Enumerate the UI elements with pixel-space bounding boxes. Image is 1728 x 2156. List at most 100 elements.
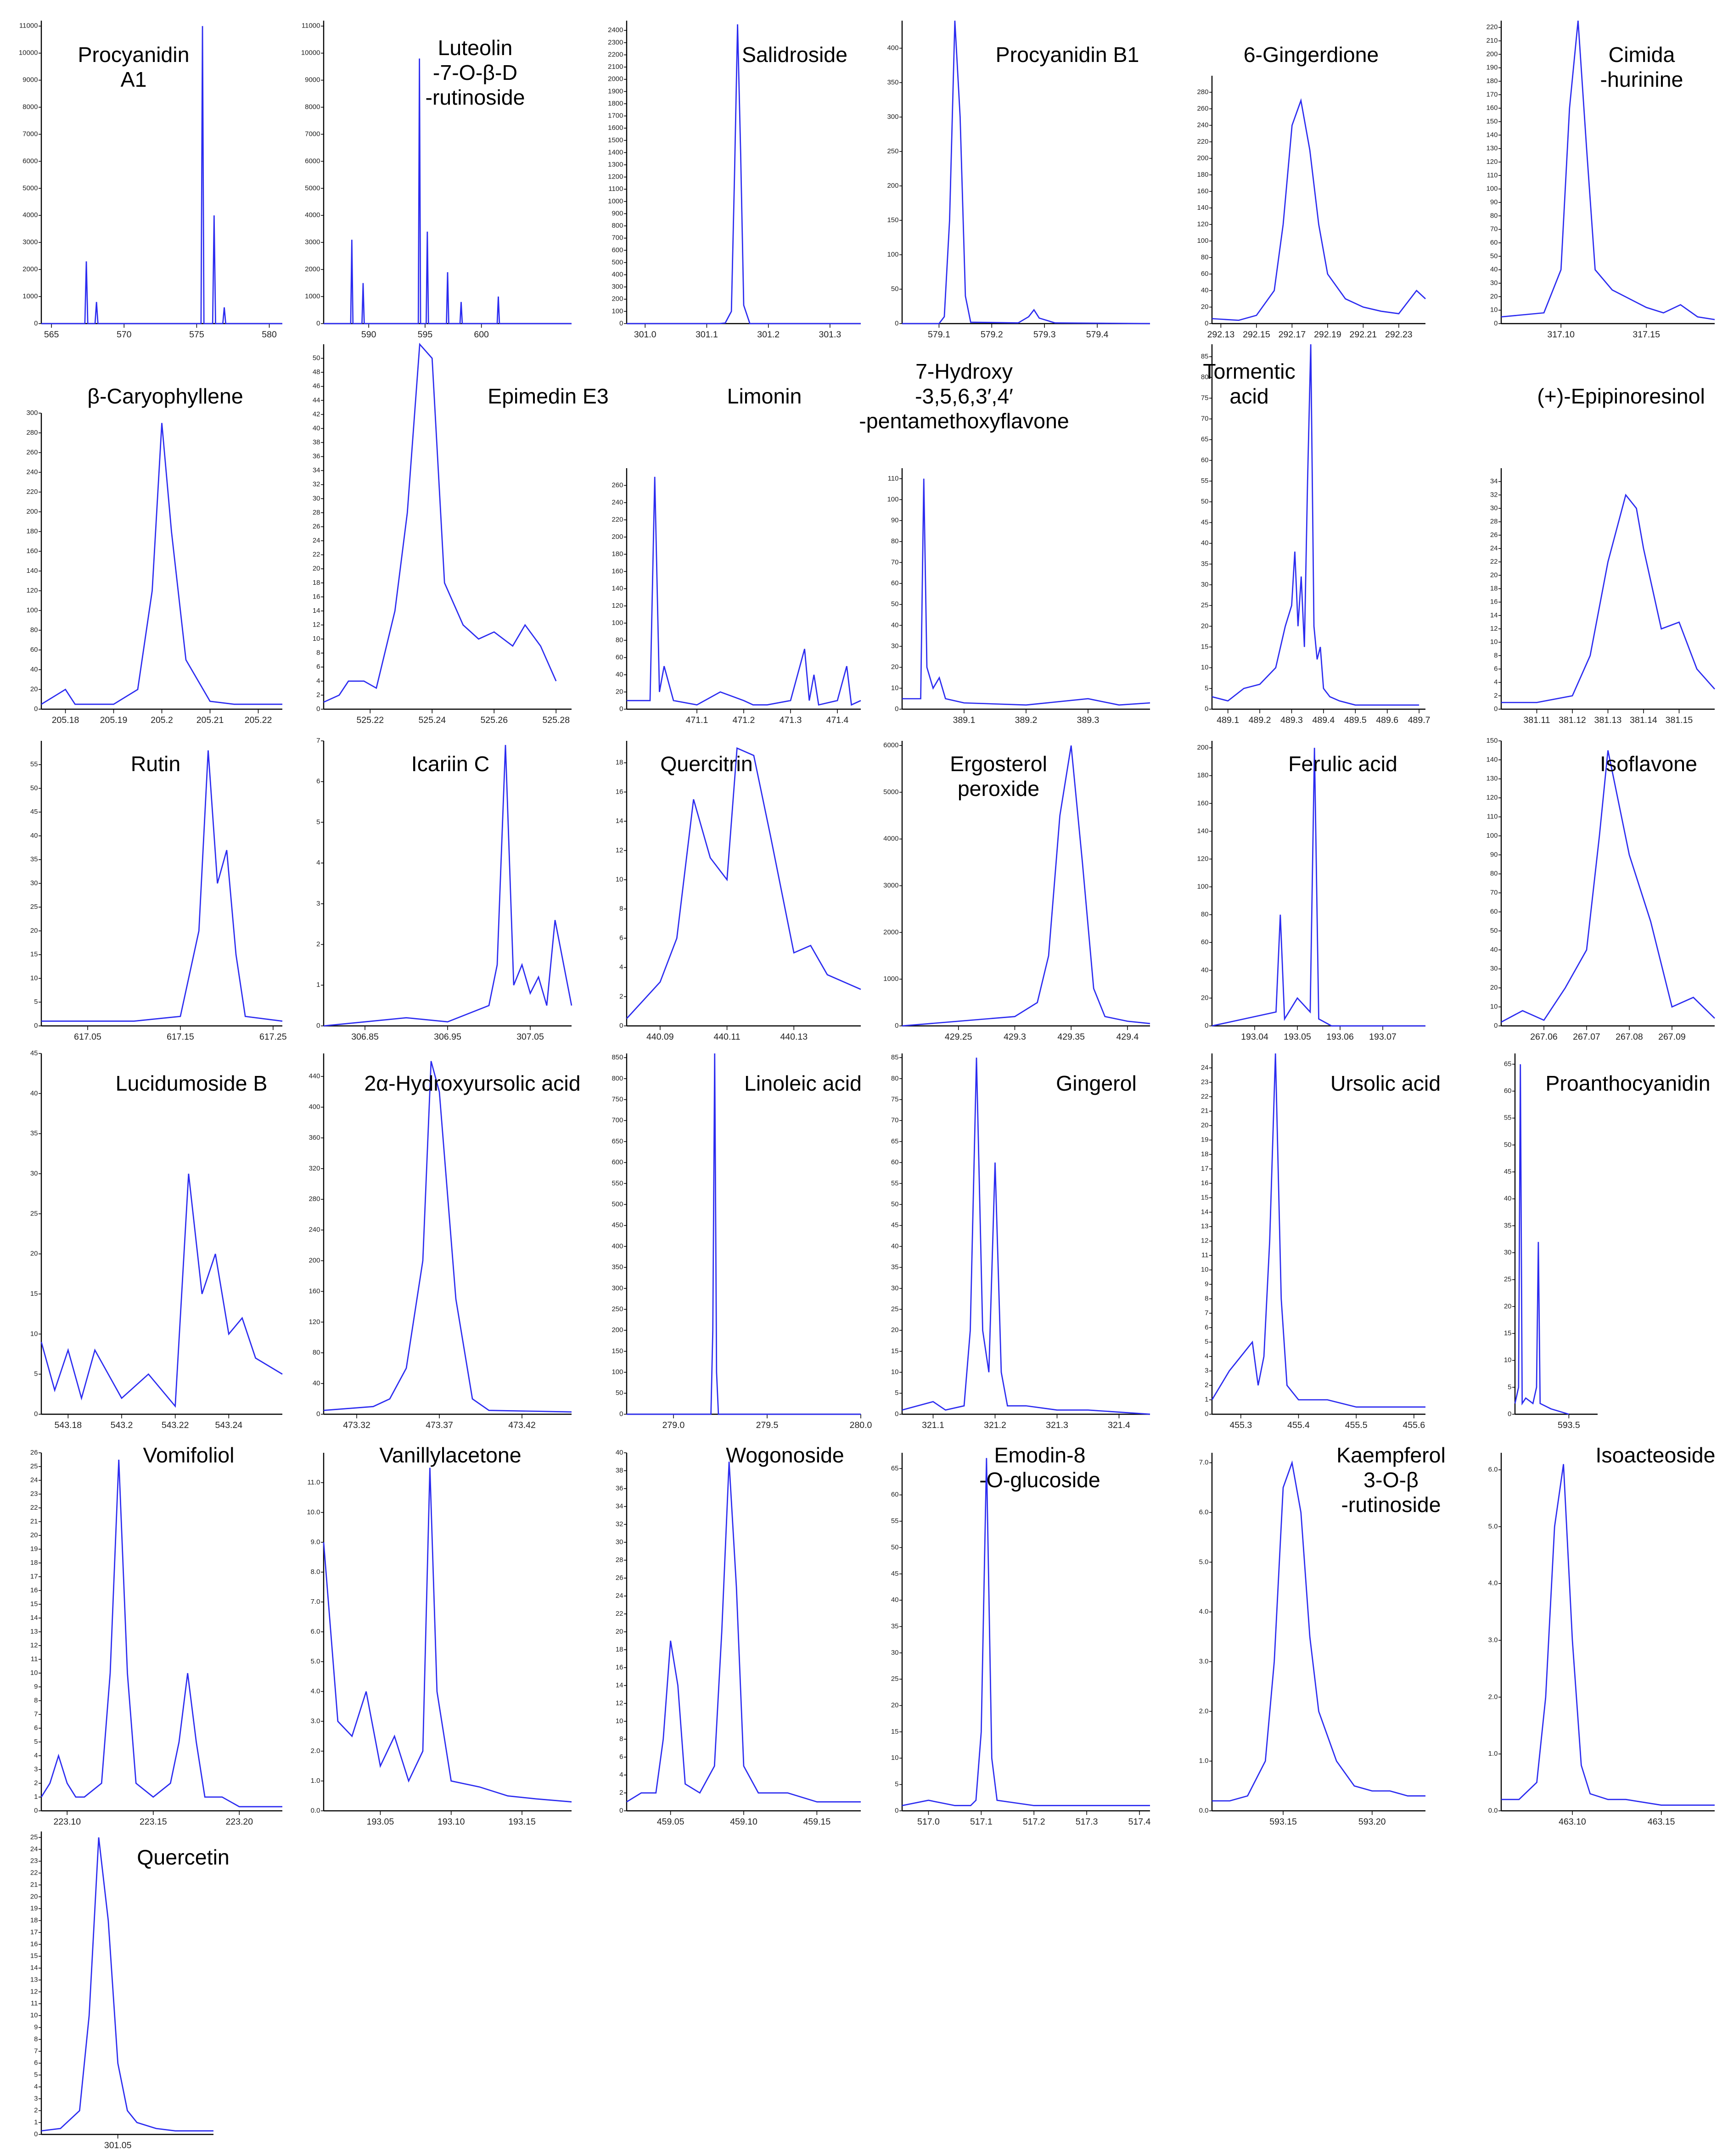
y-tick-label: 120 (1197, 220, 1208, 228)
y-tick-label: 0 (316, 319, 320, 327)
x-tick-label: 489.6 (1376, 715, 1398, 725)
y-tick-label: 220 (26, 488, 38, 496)
y-tick-label: 7000 (305, 130, 320, 138)
chart-title: Epimedin E3 (488, 384, 609, 408)
chromatogram-line (626, 24, 861, 325)
y-tick-label: 20 (1201, 1121, 1209, 1129)
y-tick-label: 3000 (22, 238, 38, 246)
y-tick-label: 60 (1490, 239, 1498, 246)
y-tick-label: 9 (1205, 1280, 1208, 1288)
y-tick-label: 60 (1201, 938, 1209, 946)
y-tick-label: 5 (34, 1738, 38, 1746)
x-tick-label: 267.07 (1573, 1032, 1600, 1042)
y-tick-label: 4000 (883, 835, 898, 843)
y-tick-label: 6.0 (1488, 1466, 1498, 1473)
y-tick-label: 400 (887, 44, 898, 52)
y-tick-label: 75 (891, 1095, 899, 1103)
x-tick-label: 575 (189, 330, 204, 340)
y-tick-label: 0 (619, 1807, 623, 1814)
y-tick-label: 3 (34, 2094, 38, 2102)
y-tick-label: 100 (1197, 883, 1208, 890)
x-tick-label: 459.10 (730, 1817, 757, 1827)
y-tick-label: 20 (313, 565, 320, 572)
chart-title: -7-O-β-D (433, 61, 517, 84)
y-tick-label: 22 (30, 1504, 38, 1512)
y-tick-label: 14 (313, 607, 320, 615)
y-tick-label: 0 (1494, 705, 1498, 713)
y-tick-label: 8000 (305, 103, 320, 111)
y-tick-label: 0 (316, 1410, 320, 1418)
y-tick-label: 0 (34, 319, 38, 327)
x-tick-label: 593.15 (1269, 1817, 1297, 1827)
y-tick-label: 60 (891, 1159, 899, 1166)
y-tick-label: 200 (26, 508, 38, 515)
y-tick-label: 45 (1504, 1168, 1512, 1176)
y-tick-label: 100 (1486, 185, 1498, 193)
y-tick-label: 300 (612, 1284, 623, 1292)
y-tick-label: 18 (30, 1916, 38, 1924)
chart-title: 3-O-β (1363, 1468, 1419, 1492)
y-tick-label: 4.0 (1199, 1608, 1209, 1616)
y-tick-label: 80 (1490, 870, 1498, 878)
y-tick-label: 16 (313, 593, 320, 600)
y-tick-label: 12 (30, 1988, 38, 1995)
chromatogram-line (323, 745, 572, 1027)
y-tick-label: 1 (34, 2118, 38, 2126)
y-tick-label: 60 (1504, 1087, 1512, 1095)
x-tick-label: 306.95 (434, 1032, 461, 1042)
y-tick-label: 200 (309, 1256, 320, 1264)
y-tick-label: 0 (1205, 705, 1208, 713)
y-tick-label: 22 (1201, 1092, 1209, 1100)
chromatogram-line (902, 1458, 1150, 1806)
y-tick-label: 9.0 (311, 1538, 320, 1546)
y-tick-label: 15 (30, 1600, 38, 1608)
chart-title: Vomifoliol (143, 1443, 235, 1467)
y-tick-label: 0 (619, 319, 623, 327)
y-tick-label: 50 (891, 600, 899, 608)
chromatogram-line (1501, 20, 1715, 320)
y-tick-label: 5000 (22, 184, 38, 192)
chart-title: Salidroside (742, 43, 847, 67)
y-tick-label: 10 (30, 1669, 38, 1677)
y-tick-label: 50 (616, 1389, 623, 1397)
y-tick-label: 12 (1201, 1237, 1209, 1245)
y-tick-label: 5 (34, 998, 38, 1006)
y-tick-label: 50 (1490, 927, 1498, 935)
y-tick-label: 20 (1490, 571, 1498, 579)
chromatogram-line (902, 478, 1150, 706)
y-tick-label: 40 (313, 424, 320, 432)
y-tick-label: 15 (30, 1952, 38, 1960)
y-tick-label: 20 (891, 1326, 899, 1334)
y-tick-label: 13 (30, 1976, 38, 1983)
y-tick-label: 10000 (301, 49, 320, 57)
y-tick-label: 190 (1486, 64, 1498, 72)
x-tick-label: 205.19 (100, 715, 128, 725)
x-tick-label: 381.12 (1559, 715, 1586, 725)
y-tick-label: 10.0 (307, 1508, 320, 1516)
y-tick-label: 600 (612, 246, 623, 254)
y-tick-label: 180 (1486, 77, 1498, 85)
chromatogram-line (323, 342, 557, 703)
y-tick-label: 0 (34, 2130, 38, 2138)
y-tick-label: 18 (616, 1646, 623, 1653)
y-tick-label: 12 (616, 846, 623, 854)
chart-title: Gingerol (1056, 1071, 1137, 1095)
y-tick-label: 10 (1490, 1003, 1498, 1011)
y-tick-label: 200 (1486, 50, 1498, 58)
y-tick-label: 1000 (883, 975, 898, 983)
y-tick-label: 50 (30, 784, 38, 792)
y-tick-label: 260 (1197, 105, 1208, 112)
y-tick-label: 750 (612, 1095, 623, 1103)
x-tick-label: 579.3 (1033, 330, 1056, 340)
y-tick-label: 0 (619, 1022, 623, 1030)
y-tick-label: 50 (1201, 498, 1209, 505)
y-tick-label: 80 (1201, 253, 1209, 261)
y-tick-label: 32 (1490, 491, 1498, 498)
y-tick-label: 80 (313, 1349, 320, 1356)
y-tick-label: 3 (34, 1765, 38, 1773)
chromatogram-line (1514, 1064, 1569, 1415)
y-tick-label: 45 (1201, 518, 1209, 526)
chromatogram-line (626, 476, 861, 706)
y-tick-label: 38 (616, 1467, 623, 1474)
y-tick-label: 5 (316, 818, 320, 826)
